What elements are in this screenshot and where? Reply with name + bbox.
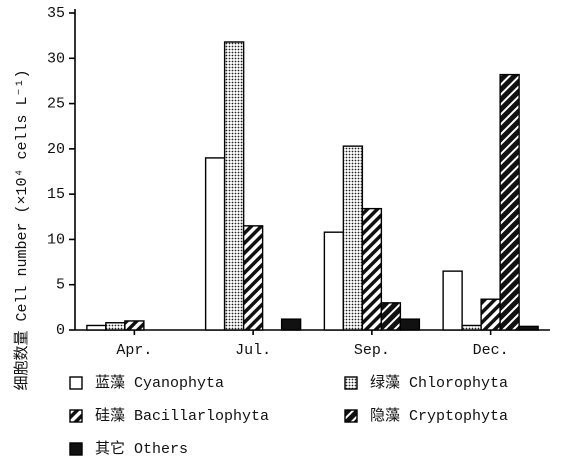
bar — [380, 302, 402, 331]
y-tick-label: 25 — [47, 96, 65, 113]
bar — [242, 225, 264, 331]
bar — [518, 325, 539, 331]
y-tick-label: 15 — [47, 186, 65, 203]
bar — [442, 270, 463, 331]
bar — [499, 73, 520, 331]
legend-swatch — [69, 442, 83, 456]
bar — [461, 324, 482, 331]
y-tick-label: 20 — [47, 141, 65, 158]
legend-label: 蓝藻 Cyanophyta — [95, 374, 224, 392]
legend-swatch — [344, 409, 358, 423]
legend-label: 绿藻 Chlorophyta — [370, 374, 508, 392]
y-tick-label: 35 — [47, 5, 65, 22]
bar — [399, 318, 421, 331]
legend-swatch — [69, 376, 83, 390]
x-tick-label: Sep. — [354, 342, 390, 359]
y-tick-label: 10 — [47, 231, 65, 248]
bar — [86, 324, 107, 331]
legend-label: 隐藻 Cryptophyta — [370, 407, 508, 425]
legend-label: 其它 Others — [95, 439, 188, 458]
bar — [105, 322, 126, 331]
bar — [342, 145, 364, 331]
bar — [223, 41, 245, 331]
x-tick-label: Dec. — [473, 342, 509, 359]
bar — [280, 318, 302, 331]
legend-swatch — [69, 409, 83, 423]
bar — [361, 207, 383, 331]
y-axis-label: 细胞数量 Cell number (×10⁴ cells L⁻¹) — [13, 69, 31, 390]
y-tick-label: 30 — [47, 50, 65, 67]
x-tick-label: Jul. — [235, 342, 271, 359]
legend-swatch — [344, 376, 358, 390]
bar — [480, 298, 501, 331]
bar — [323, 231, 345, 331]
bar — [204, 157, 226, 331]
y-tick-label: 5 — [56, 277, 65, 294]
y-tick-label: 0 — [56, 322, 65, 339]
x-tick-label: Apr. — [116, 342, 152, 359]
legend-label: 硅藻 Bacillarlophyta — [95, 407, 269, 425]
bar — [124, 320, 145, 331]
